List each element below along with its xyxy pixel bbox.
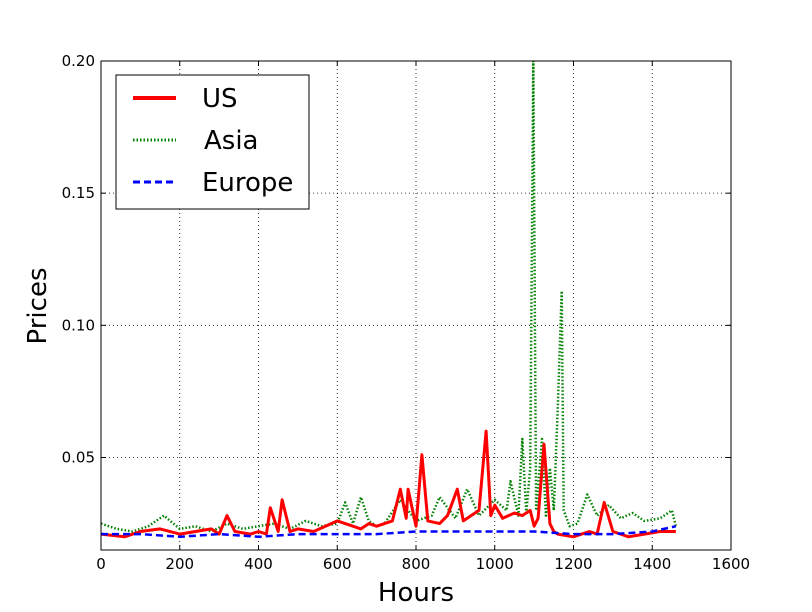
series-lines	[101, 61, 678, 539]
legend-label-asia: Asia	[204, 126, 259, 156]
y-axis-title: Prices	[23, 268, 53, 345]
legend-label-us: US	[202, 84, 238, 114]
axis-ticks: 0 200 400 600 800 1000 1200 1400 1600 0.05 0.10 0.1…	[62, 52, 751, 573]
x-tick-label: 1000	[476, 555, 514, 573]
y-tick-label: 0.20	[62, 52, 95, 70]
series-line-asia	[101, 61, 678, 533]
x-tick-label: 600	[323, 555, 352, 573]
x-tick-label: 400	[244, 555, 273, 573]
y-tick-label: 0.10	[62, 316, 95, 334]
y-tick-label: 0.05	[62, 448, 95, 466]
legend-label-europe: Europe	[202, 168, 293, 198]
x-tick-label: 800	[402, 555, 431, 573]
x-axis-title: Hours	[378, 578, 454, 608]
series-line-us	[101, 429, 676, 539]
x-tick-label: 0	[96, 555, 106, 573]
x-tick-label: 200	[165, 555, 194, 573]
x-tick-label: 1200	[554, 555, 592, 573]
legend: US Asia Europe	[115, 74, 310, 210]
x-tick-label: 1400	[633, 555, 671, 573]
y-tick-label: 0.15	[62, 184, 95, 202]
x-tick-label: 1600	[712, 555, 750, 573]
